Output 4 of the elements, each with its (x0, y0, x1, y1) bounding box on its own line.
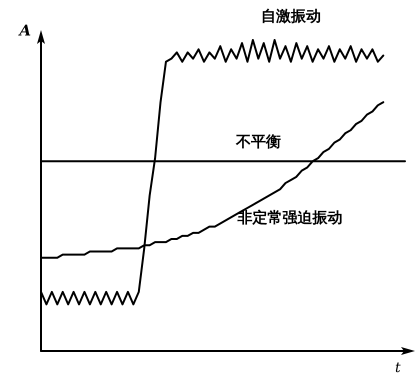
y-axis-title: A (17, 22, 31, 40)
series-label: 不平衡 (234, 132, 281, 150)
series-label: 自激振动 (260, 7, 321, 25)
x-axis-title: t (395, 360, 401, 376)
